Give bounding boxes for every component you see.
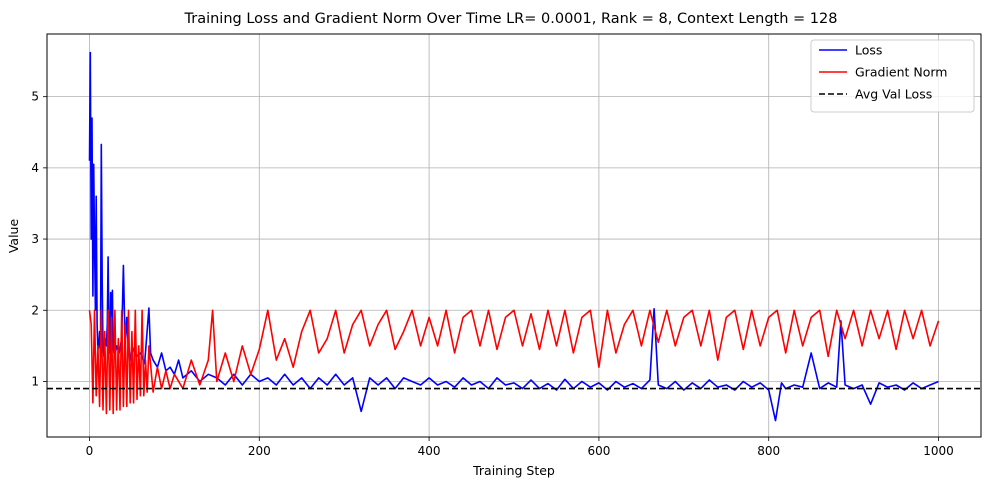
chart-title: Training Loss and Gradient Norm Over Tim… — [184, 11, 838, 27]
legend: Loss Gradient Norm Avg Val Loss — [810, 39, 975, 113]
y-tick-label: 1 — [31, 374, 39, 388]
y-tick-label: 4 — [31, 161, 39, 175]
legend-label-avg-val-loss: Avg Val Loss — [855, 87, 932, 102]
y-tick-label: 5 — [31, 90, 39, 104]
y-axis: 1 2 3 4 5 — [31, 90, 47, 388]
loss-line — [88, 51, 939, 422]
y-axis-label: Value — [6, 219, 21, 254]
x-axis-label: Training Step — [472, 463, 555, 478]
legend-label-loss: Loss — [855, 43, 882, 58]
x-tick-label: 1000 — [923, 444, 954, 458]
x-tick-label: 200 — [248, 444, 271, 458]
legend-label-gradient-norm: Gradient Norm — [855, 65, 947, 80]
x-tick-label: 0 — [86, 444, 94, 458]
gradient-norm-line — [88, 309, 940, 415]
x-tick-label: 600 — [587, 444, 610, 458]
plot-area — [47, 51, 981, 422]
legend-box — [810, 39, 975, 113]
y-tick-label: 2 — [31, 303, 39, 317]
x-tick-label: 800 — [757, 444, 780, 458]
x-tick-label: 400 — [418, 444, 441, 458]
x-axis: 0 200 400 600 800 1000 — [86, 437, 954, 458]
y-tick-label: 3 — [31, 232, 39, 246]
plot-frame — [46, 33, 982, 438]
